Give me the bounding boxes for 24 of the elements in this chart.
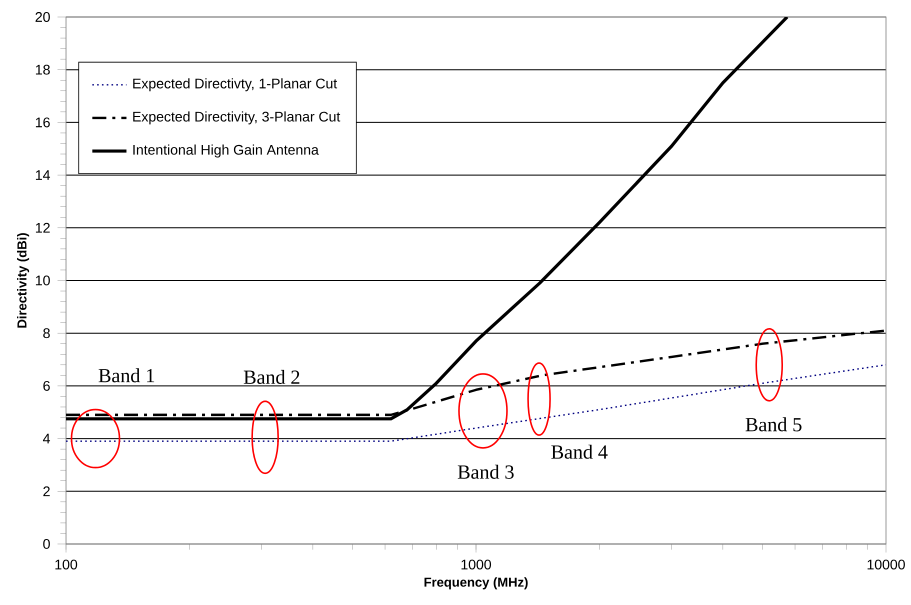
x-tick-label: 100 — [55, 560, 78, 570]
y-tick-label: 12 — [36, 222, 50, 233]
y-tick-label: 0 — [43, 539, 50, 549]
annotation: Band 2 — [244, 370, 300, 384]
y-tick-label: 6 — [43, 380, 50, 391]
annotation: Band 1 — [98, 368, 154, 382]
x-tick-label: 10000 — [868, 560, 905, 570]
y-axis-title: Directivity (dBi) — [17, 233, 30, 328]
y-tick-label: 14 — [36, 170, 50, 180]
y-tick-label: 2 — [43, 486, 50, 496]
y-tick-label: 20 — [36, 12, 50, 22]
x-tick-label: 1000 — [462, 560, 492, 570]
annotation: Band 3 — [458, 464, 514, 479]
annotation: Band 4 — [551, 444, 608, 459]
x-axis-title: Frequency (MHz) — [424, 577, 528, 590]
y-tick-label: 10 — [36, 276, 50, 286]
y-tick-label: 4 — [42, 434, 50, 444]
y-tick-label: 16 — [36, 117, 50, 128]
annotation: Band 5 — [746, 417, 802, 432]
legend-label: Expected Directivty, 1-Planar Cut — [133, 78, 338, 92]
legend-label: Expected Directivity, 3-Planar Cut — [133, 111, 340, 124]
y-tick-label: 8 — [43, 328, 50, 338]
y-tick-label: 18 — [36, 64, 50, 75]
legend-label: Intentional High Gain Antenna — [133, 144, 319, 158]
